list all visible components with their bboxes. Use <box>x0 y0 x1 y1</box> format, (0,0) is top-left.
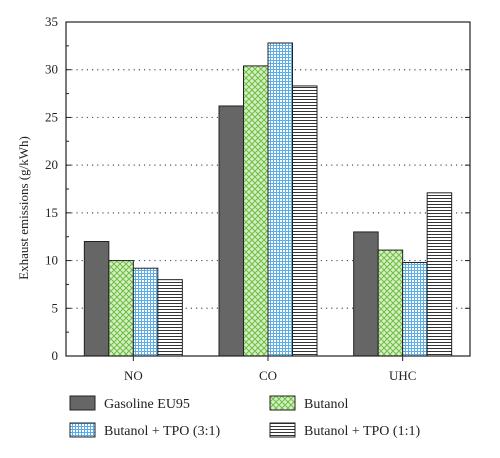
bar-uhc-2 <box>402 261 428 357</box>
bars <box>83 42 453 357</box>
bar-co-0 <box>218 105 244 357</box>
bar-no-1 <box>108 260 134 357</box>
bar-no-0 <box>83 240 110 357</box>
y-tick-label: 35 <box>45 14 58 29</box>
bar-co-1 <box>243 65 269 357</box>
legend-label: Butanol + TPO (1:1) <box>304 424 420 439</box>
y-tick-label: 15 <box>45 205 58 220</box>
y-tick-label: 30 <box>45 62 58 77</box>
legend-swatch <box>269 422 296 438</box>
y-tick-label: 20 <box>45 157 58 172</box>
legend-label: Gasoline EU95 <box>104 397 190 412</box>
x-tick-label: CO <box>259 368 277 383</box>
bar-co-3 <box>292 85 318 357</box>
legend: Gasoline EU95 Butanol Butanol + TPO (3:1) B… <box>69 395 420 439</box>
bar-uhc-3 <box>426 192 453 357</box>
x-tick-label: NO <box>124 368 143 383</box>
y-tick-label: 0 <box>52 348 59 363</box>
bar-uhc-0 <box>353 231 379 357</box>
y-tick-label: 25 <box>45 109 58 124</box>
bar-uhc-1 <box>377 249 404 357</box>
y-tick-label: 5 <box>52 300 59 315</box>
bar-no-3 <box>157 279 183 357</box>
y-axis-label: Exhaust emissions (g/kWh) <box>16 136 31 280</box>
axes: NO CO UHC 0 5 10 15 20 25 30 35 <box>45 14 471 383</box>
x-tick-label: UHC <box>389 368 416 383</box>
legend-swatch <box>69 395 96 411</box>
legend-label: Butanol <box>304 397 348 412</box>
legend-label: Butanol + TPO (3:1) <box>104 424 220 439</box>
bar-no-2 <box>132 267 159 357</box>
legend-swatch <box>69 422 96 438</box>
y-tick-label: 10 <box>45 253 58 268</box>
legend-swatch <box>269 395 296 411</box>
bar-co-2 <box>267 42 293 357</box>
